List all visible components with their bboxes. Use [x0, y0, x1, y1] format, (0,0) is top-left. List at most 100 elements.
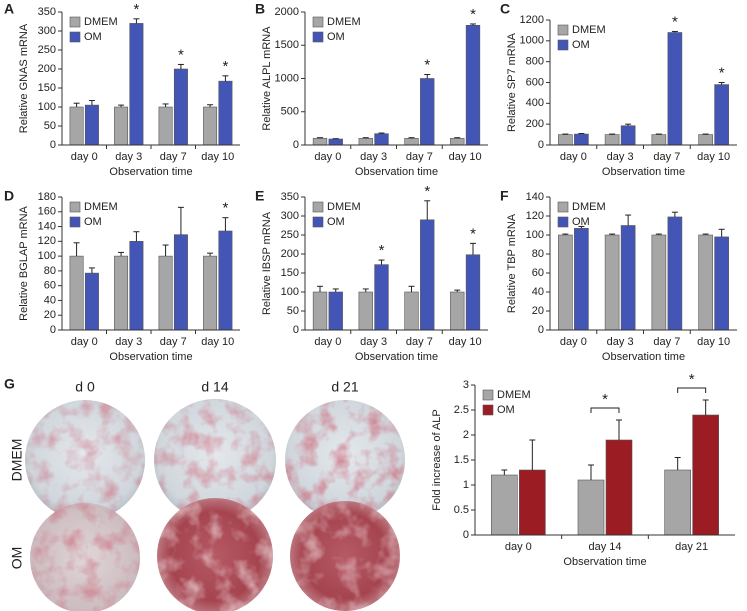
significance-mark: * [424, 183, 430, 200]
bar [698, 134, 713, 146]
bar [328, 291, 343, 331]
bar [558, 134, 573, 146]
bar [667, 216, 683, 331]
x-tick-label: day 10 [201, 336, 234, 348]
y-tick-label: 120 [526, 210, 544, 222]
bar [84, 272, 99, 331]
y-tick-label: 100 [38, 101, 56, 113]
y-tick-label: 0 [293, 139, 299, 151]
y-tick-label: 0 [293, 324, 299, 336]
bar [664, 469, 691, 536]
bar [69, 255, 84, 331]
y-tick-label: 1200 [520, 14, 544, 26]
y-tick-label: 40 [44, 294, 56, 306]
x-axis-title: Observation time [109, 166, 192, 178]
y-tick-label: 100 [38, 250, 56, 262]
panel-letter: D [4, 188, 14, 204]
significance-mark: * [223, 200, 229, 217]
y-axis-title: Relative TBP mRNA [506, 213, 518, 313]
legend-swatch [312, 216, 324, 228]
x-tick-label: day 3 [607, 336, 634, 348]
x-tick-label: day 7 [406, 336, 433, 348]
well-stain [157, 498, 273, 611]
x-tick-label: day 0 [71, 336, 98, 348]
x-tick-label: day 3 [115, 151, 142, 163]
y-tick-label: 40 [532, 286, 544, 298]
legend-label: DMEM [572, 24, 606, 36]
significance-bracket [677, 387, 707, 393]
x-tick-label: day 7 [653, 151, 680, 163]
y-tick-label: 1000 [275, 72, 299, 84]
significance-mark: * [178, 46, 184, 63]
significance-bracket [590, 407, 620, 413]
significance-mark: * [134, 1, 140, 18]
y-tick-label: 0 [463, 529, 469, 541]
y-tick-label: 180 [38, 191, 56, 203]
bar [651, 234, 667, 331]
well-stain [30, 503, 140, 611]
significance-mark: * [672, 13, 678, 30]
bar [465, 24, 481, 146]
bar [577, 479, 605, 536]
y-tick-label: 50 [44, 120, 56, 132]
bar [620, 225, 636, 331]
legend-label: OM [497, 404, 515, 416]
legend-swatch [69, 201, 81, 213]
y-tick-label: 200 [38, 63, 56, 75]
y-tick-label: 120 [38, 235, 56, 247]
x-tick-label: day 10 [449, 336, 482, 348]
bar [312, 291, 328, 331]
x-axis-title: Observation time [563, 556, 646, 568]
y-tick-label: 150 [38, 82, 56, 94]
significance-mark: * [223, 58, 229, 75]
y-tick-label: 350 [281, 191, 299, 203]
x-tick-label: day 0 [314, 151, 341, 163]
x-tick-label: day 10 [697, 336, 730, 348]
legend-swatch [557, 39, 569, 51]
y-axis-title: Relative GNAS mRNA [18, 23, 30, 133]
legend-swatch [69, 31, 81, 43]
row-label: OM [9, 547, 25, 570]
well-stain [290, 501, 400, 611]
bar [203, 106, 218, 146]
significance-mark: * [602, 391, 608, 408]
x-axis-title: Observation time [355, 166, 438, 178]
legend-label: OM [327, 31, 345, 43]
bar [203, 255, 218, 331]
x-tick-label: day 0 [314, 336, 341, 348]
bar [714, 236, 729, 331]
legend-swatch [557, 24, 569, 36]
y-tick-label: 50 [287, 305, 299, 317]
y-tick-label: 160 [38, 206, 56, 218]
y-tick-label: 2000 [275, 6, 299, 18]
bar [692, 414, 719, 536]
bar [714, 84, 729, 146]
legend-swatch [69, 216, 81, 228]
bar [114, 255, 129, 331]
bar [450, 138, 465, 146]
bar [158, 255, 173, 331]
x-axis-title: Observation time [355, 351, 438, 363]
legend-label: OM [327, 216, 345, 228]
x-tick-label: day 7 [406, 151, 433, 163]
y-tick-label: 1500 [275, 39, 299, 51]
bar [158, 106, 173, 146]
legend-swatch [482, 404, 494, 416]
legend-label: DMEM [327, 201, 361, 213]
legend-label: OM [84, 216, 102, 228]
panel-letter: A [4, 1, 14, 17]
y-tick-label: 0 [538, 324, 544, 336]
y-tick-label: 200 [281, 248, 299, 260]
significance-mark: * [379, 242, 385, 259]
y-tick-label: 250 [38, 44, 56, 56]
bar [604, 234, 620, 331]
bar [574, 133, 589, 146]
panel-letter: C [500, 1, 510, 17]
bar [604, 134, 620, 146]
bar [667, 32, 683, 146]
y-tick-label: 500 [281, 106, 299, 118]
bar [491, 474, 518, 536]
significance-mark: * [719, 64, 725, 81]
x-axis-title: Observation time [602, 351, 685, 363]
